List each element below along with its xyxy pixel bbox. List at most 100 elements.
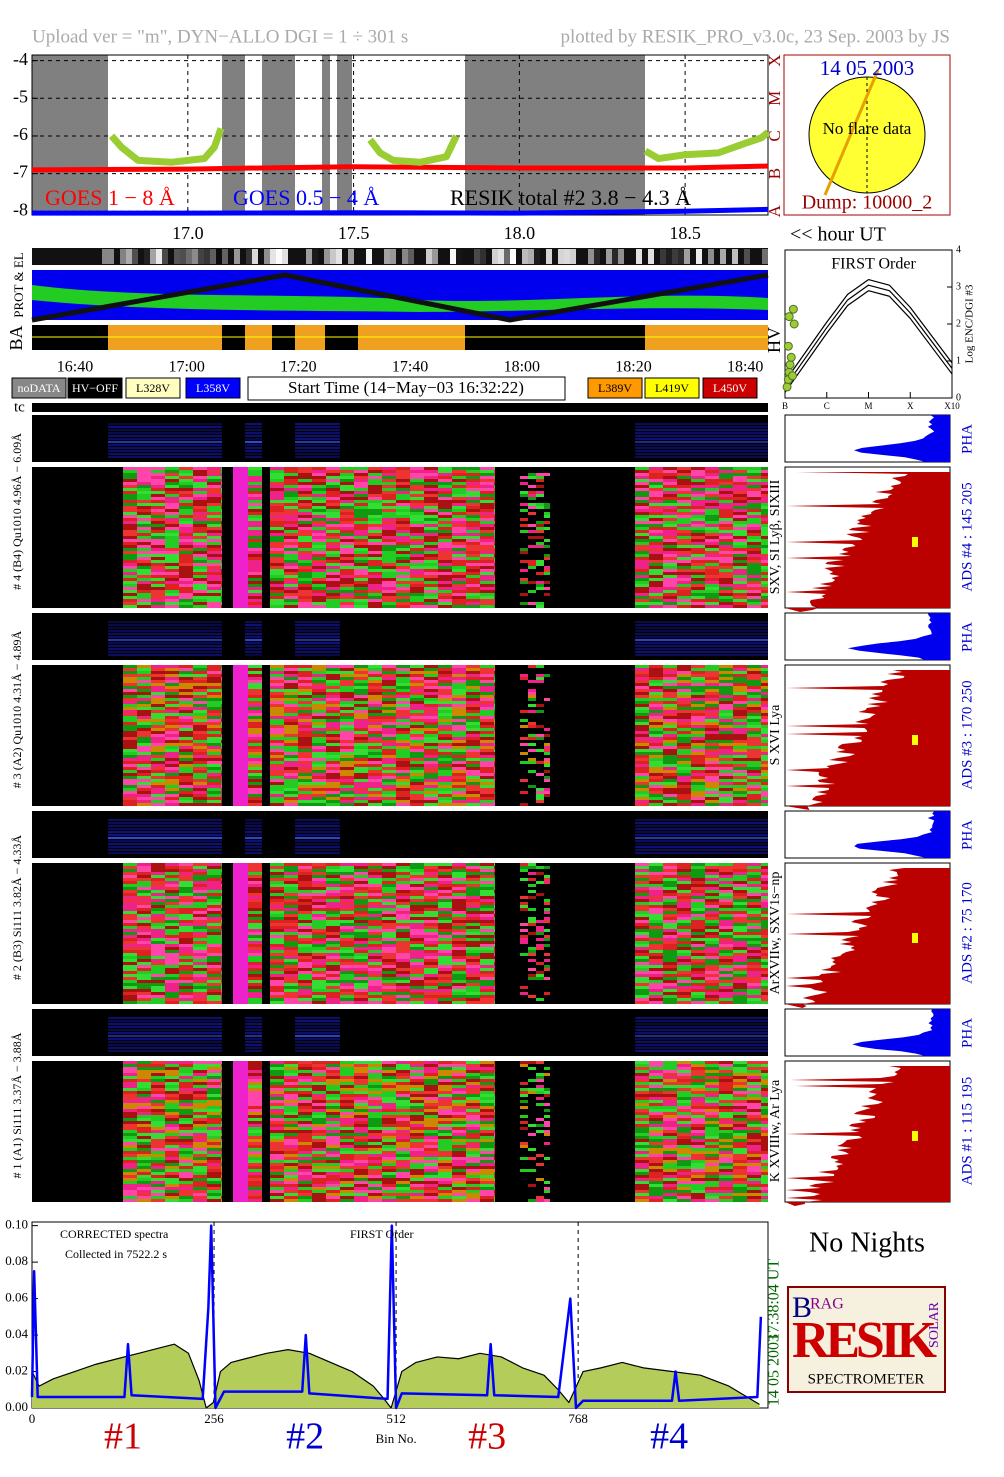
- spectrogram-cell: [424, 989, 438, 992]
- spectrogram-cell: [691, 551, 705, 554]
- spectrogram-cell: [733, 746, 747, 749]
- pha-noise: [295, 438, 340, 440]
- spectrogram-cell: [480, 533, 494, 536]
- spectrogram-cell: [193, 680, 207, 683]
- spectrogram-cell: [733, 737, 747, 740]
- spectrogram-cell: [233, 785, 247, 788]
- spectrogram-cell: [247, 788, 248, 791]
- spectrogram-cell: [340, 695, 354, 698]
- pha-noise: [635, 627, 768, 629]
- spectrogram-cell: [382, 743, 396, 746]
- spectrogram-cell: [635, 512, 649, 515]
- spectrogram-cell: [396, 863, 410, 866]
- spectrogram-cell: [221, 785, 222, 788]
- spectrogram-cell: [123, 983, 137, 986]
- spectrogram-cell: [677, 752, 691, 755]
- spectrogram-cell: [382, 956, 396, 959]
- spectrogram-cell: [382, 794, 396, 797]
- spectrogram-cell: [396, 989, 410, 992]
- spectrogram-cell: [480, 512, 494, 515]
- spectrogram-cell: [298, 761, 312, 764]
- spectrogram-cell: [424, 758, 438, 761]
- spectrogram-cell: [691, 755, 705, 758]
- spectrogram-cell: [165, 671, 179, 674]
- spectrogram-cell: [248, 899, 262, 902]
- spectrogram-cell: [221, 722, 222, 725]
- spectrogram-cell: [326, 575, 340, 578]
- spectrogram-cell: [326, 686, 340, 689]
- spectrogram-cell: [424, 665, 438, 668]
- spectrogram-cell: [480, 581, 494, 584]
- spectrogram-cell: [438, 575, 452, 578]
- spectrogram-cell: [248, 548, 262, 551]
- spectrogram-cell: [221, 899, 222, 902]
- spectrogram-cell: [312, 563, 326, 566]
- spectrogram-cell: [137, 803, 151, 806]
- spectrogram-cell: [247, 530, 248, 533]
- spectrogram-cell: [733, 473, 747, 476]
- spectrogram-cell: [193, 737, 207, 740]
- spectrogram-cell: [747, 575, 761, 578]
- spectrogram-cell: [193, 587, 207, 590]
- spectrogram-cell: [705, 665, 719, 668]
- spectrogram-cell: [691, 590, 705, 593]
- spectrogram-cell: [179, 506, 193, 509]
- spectrogram-cell: [247, 776, 248, 779]
- spectrogram-cell: [193, 905, 207, 908]
- spectrogram-cell: [368, 872, 382, 875]
- spectrogram-cell: [233, 869, 247, 872]
- spectrogram-cell: [705, 506, 719, 509]
- spectrogram-cell: [396, 950, 410, 953]
- spectrogram-cell: [424, 575, 438, 578]
- spectrogram-cell: [326, 896, 340, 899]
- spectrogram-cell: [165, 476, 179, 479]
- spectrogram-cell: [137, 938, 151, 941]
- spectrogram-cell: [368, 698, 382, 701]
- spectrogram-cell: [137, 887, 151, 890]
- spectrogram-cell: [123, 962, 137, 965]
- spectrogram-cell: [137, 779, 151, 782]
- spectrogram-cell: [761, 710, 768, 713]
- spectrogram-cell: [410, 698, 424, 701]
- spectrogram-cell: [691, 704, 705, 707]
- spectrogram-cell: [312, 923, 326, 926]
- spectrogram-cell: [340, 968, 354, 971]
- spectrogram-cell: [233, 716, 247, 719]
- spectrogram-cell: [396, 482, 410, 485]
- spectrogram-cell: [382, 992, 396, 995]
- spectrogram-cell: [248, 797, 262, 800]
- spectrogram-cell: [649, 485, 663, 488]
- spectrogram-cell: [677, 482, 691, 485]
- spectrogram-cell: [466, 779, 480, 782]
- pha-noise: [295, 453, 340, 455]
- spectrogram-cell: [354, 554, 368, 557]
- spectrogram-cell: [193, 800, 207, 803]
- spectrogram-cell: [677, 713, 691, 716]
- spectrogram-cell: [151, 926, 165, 929]
- spectrogram-cell: [221, 515, 222, 518]
- spectrogram-cell: [733, 704, 747, 707]
- spectrogram-cell: [382, 680, 396, 683]
- spectrogram-cell: [312, 686, 326, 689]
- spectrogram-cell: [233, 704, 247, 707]
- spectrogram-cell: [123, 929, 137, 932]
- spectrogram-cell: [382, 545, 396, 548]
- spectrogram-cell: [248, 932, 262, 935]
- spectrogram-cell: [410, 986, 424, 989]
- spectrogram-cell: [247, 794, 248, 797]
- pha-hist: [847, 613, 950, 660]
- spectrogram-cell: [137, 566, 151, 569]
- spectrogram-cell: [466, 509, 480, 512]
- pha-noise: [108, 852, 222, 854]
- spectrogram-cell: [284, 512, 298, 515]
- spectrogram-cell: [677, 674, 691, 677]
- spectrogram-cell: [480, 785, 494, 788]
- spectrogram-cell: [761, 749, 768, 752]
- spectrogram-cell: [368, 473, 382, 476]
- spectrogram-cell: [480, 701, 494, 704]
- spectrogram-cell: [452, 761, 466, 764]
- spectrogram-cell: [635, 554, 649, 557]
- spectrogram-cell: [123, 668, 137, 671]
- spectrogram-cell: [284, 719, 298, 722]
- spectrogram-cell: [691, 596, 705, 599]
